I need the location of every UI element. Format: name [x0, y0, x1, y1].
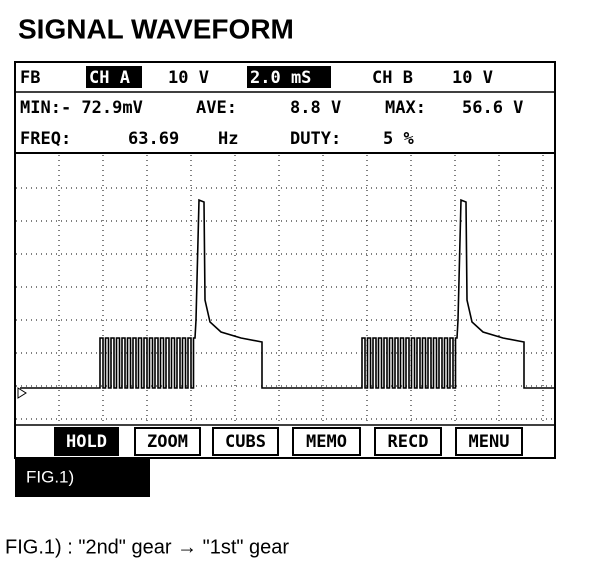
value: 63.69 [128, 129, 179, 149]
label: DUTY: [290, 129, 341, 149]
label: MAX: [385, 98, 426, 118]
timebase[interactable]: 2.0 mS [250, 68, 311, 88]
label: AVE: [196, 98, 237, 118]
caption: FIG.1) : "2nd" gear → "1st" gear [5, 536, 289, 558]
button-label[interactable]: ZOOM [147, 432, 188, 452]
figure-label-box [15, 458, 150, 497]
button-label[interactable]: MEMO [306, 432, 347, 452]
button-label[interactable]: MENU [469, 432, 510, 452]
waveform [20, 198, 555, 389]
channel[interactable]: CH A [89, 68, 130, 88]
title: SIGNAL WAVEFORM [18, 13, 294, 44]
label: MIN:- 72.9mV [20, 98, 143, 118]
figure-label: FIG.1) [26, 467, 74, 486]
label: FREQ: [20, 129, 71, 149]
highlight [247, 66, 331, 88]
value: 10 V [168, 68, 209, 88]
button-bar: HOLD ZOOM CUBS MEMO RECD MENU [54, 427, 523, 456]
channel: CH B [372, 68, 413, 88]
value: 8.8 V [290, 98, 341, 118]
unit: Hz [218, 129, 238, 149]
value: 56.6 V [462, 98, 523, 118]
label: FB [20, 68, 40, 88]
button[interactable] [212, 427, 279, 456]
button[interactable] [134, 427, 201, 456]
value: 5 % [383, 129, 414, 149]
button[interactable] [54, 427, 119, 456]
button-label[interactable]: HOLD [66, 432, 107, 452]
button[interactable] [455, 427, 523, 456]
button-label[interactable]: RECD [388, 432, 429, 452]
trigger-marker [17, 387, 27, 399]
scope-frame [14, 61, 556, 459]
value: 10 V [452, 68, 493, 88]
button[interactable] [374, 427, 442, 456]
highlight [86, 66, 142, 88]
button-label[interactable]: CUBS [225, 432, 266, 452]
button[interactable] [292, 427, 361, 456]
